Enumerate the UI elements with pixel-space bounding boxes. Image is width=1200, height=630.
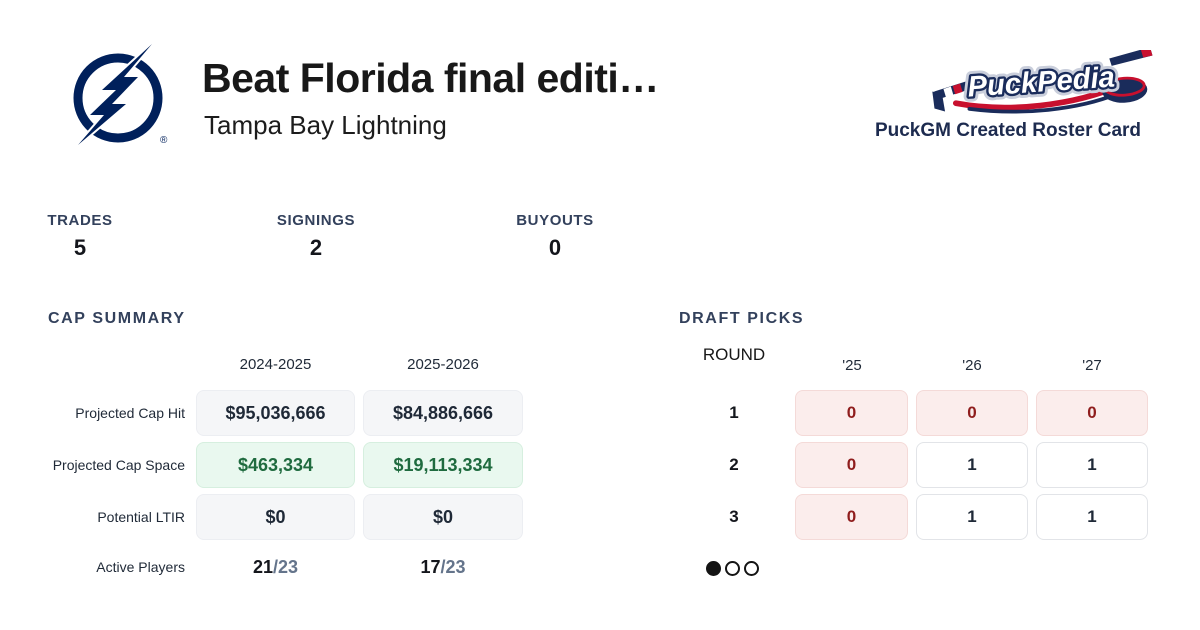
active-count: 21 xyxy=(252,557,273,577)
cap-summary-title: CAP SUMMARY xyxy=(48,310,186,327)
cap-cell: $0 xyxy=(363,494,523,540)
cap-row-label: Potential LTIR xyxy=(97,509,185,525)
cap-cell: $84,886,666 xyxy=(363,390,523,436)
year-column-header: '27 xyxy=(1082,357,1102,374)
cap-row-label: Projected Cap Space xyxy=(52,457,185,473)
stat-value: 0 xyxy=(548,235,562,260)
cap-row-label: Active Players xyxy=(96,559,185,575)
stat-label: TRADES xyxy=(47,212,113,229)
active-players-value: 17/23 xyxy=(363,545,523,589)
pagination-dot-1[interactable] xyxy=(706,561,721,576)
round-number: 3 xyxy=(729,507,739,526)
stat-buyouts: BUYOUTS 0 xyxy=(516,212,594,261)
team-name: Tampa Bay Lightning xyxy=(204,110,447,140)
cap-column-header: 2024-2025 xyxy=(239,356,312,373)
year-column-header: '25 xyxy=(842,357,862,374)
draft-picks-title: DRAFT PICKS xyxy=(679,310,805,327)
draft-pick-cell: 0 xyxy=(795,390,908,436)
carousel-pagination xyxy=(706,561,759,576)
draft-pick-cell: 1 xyxy=(1036,494,1148,540)
draft-pick-cell: 0 xyxy=(1036,390,1148,436)
puckpedia-logo-icon: PuckPedia PuckPedia xyxy=(932,50,1153,114)
stat-label: BUYOUTS xyxy=(516,212,594,229)
draft-pick-cell: 1 xyxy=(916,494,1028,540)
stat-signings: SIGNINGS 2 xyxy=(277,212,355,261)
cap-cell: $19,113,334 xyxy=(363,442,523,488)
round-number: 1 xyxy=(729,403,739,422)
draft-pick-cell: 0 xyxy=(916,390,1028,436)
cap-row-label: Projected Cap Hit xyxy=(75,405,185,421)
stat-value: 2 xyxy=(309,235,323,260)
stat-label: SIGNINGS xyxy=(276,212,356,229)
draft-pick-cell: 0 xyxy=(795,442,908,488)
active-count: 17 xyxy=(420,557,441,577)
round-number: 2 xyxy=(729,455,739,474)
page-title: Beat Florida final editi… xyxy=(202,55,659,101)
brand-tagline: PuckGM Created Roster Card xyxy=(874,120,1142,141)
cap-cell: $95,036,666 xyxy=(196,390,355,436)
round-column-header: ROUND xyxy=(702,345,766,364)
draft-pick-cell: 1 xyxy=(916,442,1028,488)
stat-value: 5 xyxy=(73,235,87,260)
draft-pick-cell: 1 xyxy=(1036,442,1148,488)
draft-pick-cell: 0 xyxy=(795,494,908,540)
registered-mark: ® xyxy=(160,135,168,146)
cap-cell: $0 xyxy=(196,494,355,540)
active-players-value: 21/23 xyxy=(196,545,355,589)
pagination-dot-2[interactable] xyxy=(725,561,740,576)
stat-trades: TRADES 5 xyxy=(47,212,112,261)
roster-limit: /23 xyxy=(440,557,466,577)
pagination-dot-3[interactable] xyxy=(744,561,759,576)
roster-limit: /23 xyxy=(273,557,299,577)
tampa-bay-lightning-logo-icon: ® xyxy=(73,42,168,147)
cap-cell: $463,334 xyxy=(196,442,355,488)
year-column-header: '26 xyxy=(962,357,982,374)
cap-column-header: 2025-2026 xyxy=(407,356,479,373)
